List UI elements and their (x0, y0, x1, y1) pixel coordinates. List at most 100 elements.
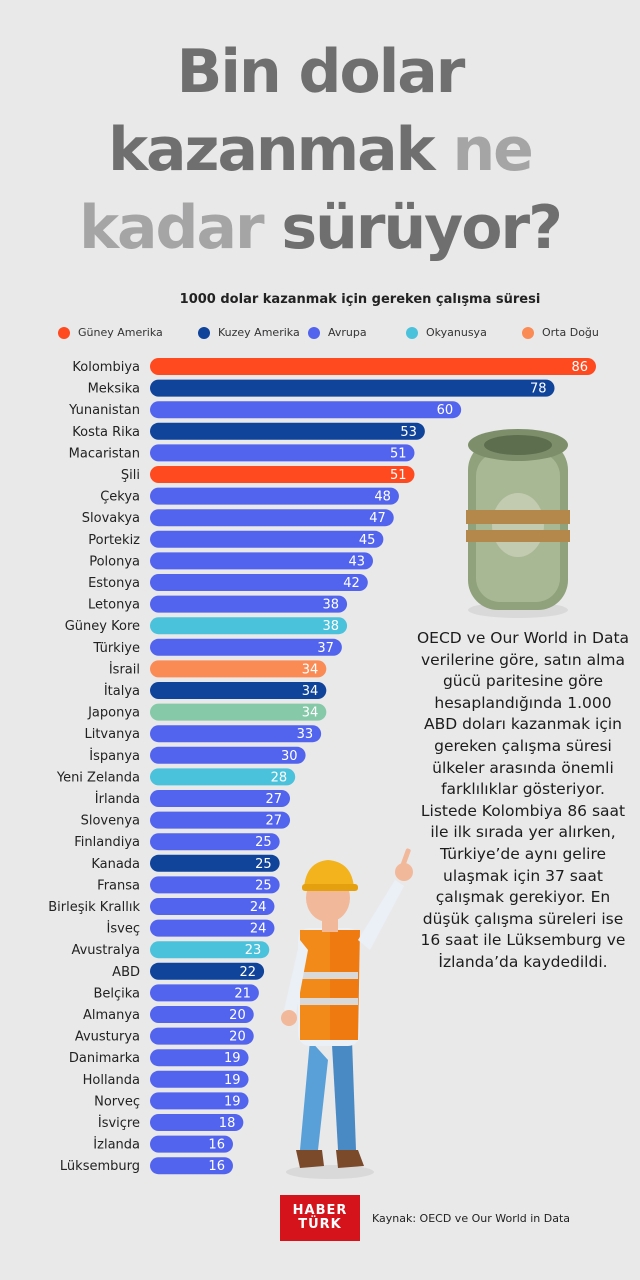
category-label: İtalya (104, 683, 140, 699)
value-label: 51 (390, 446, 407, 461)
bar-row: Belçika 21 (93, 984, 259, 1002)
category-label: Macaristan (69, 446, 140, 461)
value-label: 24 (250, 922, 267, 937)
legend-item: Okyanusya (406, 326, 487, 339)
bar-row: Güney Kore 38 (65, 617, 348, 635)
category-label: Hollanda (83, 1073, 140, 1088)
chart-legend: Güney Amerika Kuzey Amerika Avrupa Okyanusy… (58, 326, 618, 344)
bar (150, 941, 270, 959)
bar (150, 1135, 233, 1153)
bar-row: Şili 51 (121, 466, 415, 483)
category-label: Japonya (87, 706, 140, 721)
bar (150, 790, 291, 807)
category-label: Lüksemburg (60, 1159, 140, 1174)
category-label: Meksika (88, 382, 140, 397)
value-label: 19 (224, 1073, 241, 1088)
category-label: Belçika (93, 986, 140, 1001)
category-label: Avustralya (71, 943, 140, 958)
value-label: 16 (208, 1138, 225, 1153)
category-label: Çekya (100, 490, 140, 505)
bar-row: Almanya 20 (83, 1006, 254, 1023)
bar-row: Çekya 48 (100, 487, 399, 505)
legend-swatch (58, 326, 70, 339)
value-label: 38 (323, 619, 340, 634)
category-label: Güney Kore (65, 619, 140, 634)
bar (150, 1157, 233, 1175)
legend-swatch (406, 326, 418, 339)
value-label: 38 (323, 598, 340, 613)
body-text: OECD ve Our World in Data verilerine gör… (416, 629, 630, 971)
bar-row: Finlandiya 25 (74, 833, 280, 851)
bar-row: Lüksemburg 16 (60, 1157, 233, 1175)
logo-line-2: TÜRK (298, 1217, 342, 1232)
value-label: 34 (302, 706, 319, 721)
bar-row: Avusturya 20 (75, 1027, 254, 1045)
legend-swatch (308, 326, 320, 339)
value-label: 28 (271, 770, 288, 785)
legend-label: Orta Doğu (542, 326, 599, 339)
bar-row: İsrail 34 (109, 660, 327, 678)
category-label: Portekiz (88, 533, 140, 548)
bar (150, 466, 415, 483)
bar (150, 574, 368, 591)
bar (150, 1070, 249, 1088)
bar-row: Slovakya 47 (82, 509, 394, 527)
value-label: 60 (437, 403, 454, 418)
bar (150, 703, 327, 721)
bar (150, 833, 280, 851)
bar (150, 768, 296, 786)
category-label: İrlanda (95, 791, 140, 807)
title-word-kazanmak: kazanmak (108, 115, 435, 185)
bar (150, 422, 425, 440)
value-label: 19 (224, 1094, 241, 1109)
value-label: 42 (343, 576, 360, 591)
value-label: 20 (229, 1008, 246, 1023)
value-label: 51 (390, 468, 407, 483)
bar (150, 854, 280, 872)
value-label: 45 (359, 533, 376, 548)
worker-illustration (281, 848, 413, 1179)
legend-label: Avrupa (328, 326, 367, 339)
value-label: 43 (348, 554, 365, 569)
footer: HABER TÜRK Kaynak: OECD ve Our World in … (280, 1194, 570, 1242)
value-label: 47 (369, 511, 386, 526)
value-label: 34 (302, 662, 319, 677)
title-word-kadar: kadar (79, 193, 264, 263)
value-label: 21 (234, 986, 251, 1001)
value-label: 30 (281, 749, 298, 764)
bar-row: Birleşik Krallık 24 (48, 898, 275, 915)
category-label: ABD (112, 965, 140, 980)
value-label: 37 (317, 641, 334, 656)
value-label: 53 (400, 425, 417, 440)
bar-row: Türkiye 37 (92, 638, 342, 656)
bar-row: ABD 22 (112, 962, 265, 980)
bar (150, 876, 280, 894)
bar (150, 617, 348, 635)
bar-row: Yunanistan 60 (68, 401, 462, 419)
bar (150, 509, 394, 527)
bar-row: Portekiz 45 (88, 530, 384, 548)
title-line-1: Bin dolar (176, 37, 466, 107)
bar-row: Slovenya 27 (81, 811, 291, 829)
category-label: Türkiye (92, 641, 140, 656)
value-label: 48 (374, 490, 391, 505)
bar (150, 725, 322, 743)
value-label: 20 (229, 1030, 246, 1045)
value-label: 25 (255, 878, 272, 893)
category-label: Kanada (91, 857, 140, 872)
category-label: Polonya (89, 554, 140, 569)
bar-row: Hollanda 19 (83, 1070, 249, 1088)
bar-row: İsviçre 18 (98, 1114, 244, 1131)
category-label: Almanya (83, 1008, 140, 1023)
bar (150, 487, 399, 505)
category-label: Slovakya (82, 511, 140, 526)
bar (150, 401, 462, 419)
bar (150, 1114, 244, 1131)
bar-row: Litvanya 33 (84, 725, 322, 743)
value-label: 27 (265, 814, 282, 829)
category-label: Letonya (88, 598, 140, 613)
value-label: 23 (245, 943, 262, 958)
category-label: İsveç (107, 921, 140, 937)
value-label: 19 (224, 1051, 241, 1066)
money-roll-illustration (466, 429, 570, 618)
